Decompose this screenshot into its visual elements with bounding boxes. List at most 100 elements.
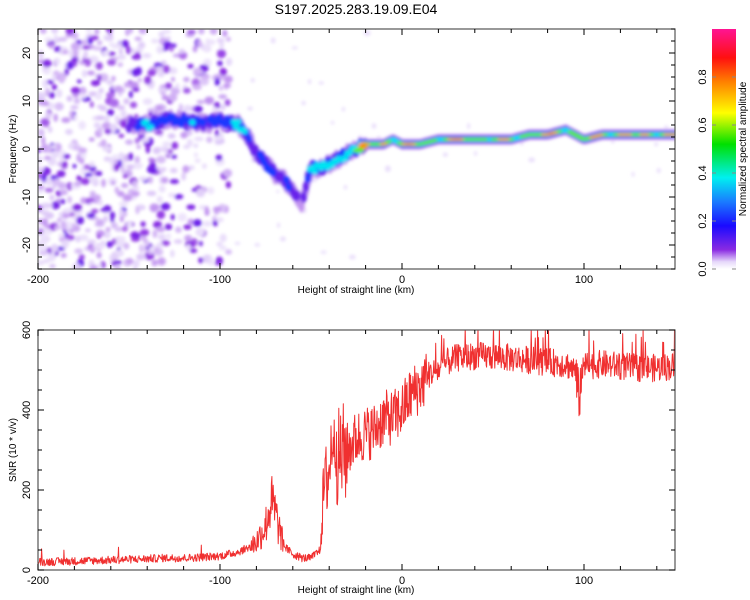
- spectrogram-cell: [293, 190, 301, 202]
- spectrogram-cell: [222, 29, 228, 37]
- snr-series-line: [38, 330, 675, 567]
- spectrogram-cell: [140, 137, 150, 143]
- spectrogram-cell: [165, 82, 172, 90]
- spectrogram-cell: [139, 229, 150, 237]
- spectrogram-ridge: [125, 108, 675, 213]
- spectrogram-cell: [304, 174, 312, 183]
- spectrogram-cell: [247, 106, 253, 111]
- x-tick-label: 100: [575, 274, 593, 286]
- spectrogram-cell: [254, 243, 261, 247]
- spectrogram-cell: [45, 87, 51, 96]
- spectrogram-cell: [181, 172, 187, 181]
- spectrogram-cell: [72, 49, 78, 59]
- spectrogram-cell: [66, 61, 74, 70]
- spectrogram-cell: [49, 264, 56, 269]
- spectrogram-cell: [78, 120, 87, 130]
- spectrogram-cell: [183, 76, 190, 83]
- spectrogram-cell: [136, 253, 147, 261]
- spectrogram-cell: [195, 227, 205, 237]
- spectrogram-cell: [129, 101, 138, 109]
- spectrogram-cell: [276, 190, 280, 194]
- spectrogram-cell: [192, 219, 202, 227]
- spectrogram-cell: [193, 136, 204, 142]
- spectrogram-cell: [60, 220, 67, 230]
- spectrogram-cell: [98, 87, 104, 94]
- spectrogram-cell: [110, 215, 115, 223]
- spectrogram-cell: [167, 149, 173, 155]
- spectrogram-cell: [74, 248, 83, 254]
- spectrogram-cell: [143, 118, 150, 125]
- spectrogram-cell: [194, 158, 201, 164]
- spectrogram-cell: [85, 29, 93, 32]
- y-tick-label: 20: [21, 47, 33, 59]
- spectrogram-cell: [78, 234, 89, 241]
- spectrogram-cell: [72, 163, 77, 169]
- spectrogram-cell: [158, 87, 168, 93]
- spectrogram-cell: [431, 138, 438, 142]
- spectrogram-cell: [140, 235, 147, 241]
- spectrogram-cell: [106, 92, 116, 99]
- spectrogram-cell: [198, 240, 203, 247]
- spectrogram-cell: [193, 152, 199, 158]
- spectrogram-cell: [118, 152, 125, 161]
- spectrogram-cell: [89, 165, 97, 173]
- spectrogram-cell: [226, 36, 231, 42]
- spectrogram-cell: [291, 46, 298, 50]
- spectrogram-cell: [121, 39, 129, 48]
- spectrogram-cell: [160, 60, 167, 65]
- spectrogram-cell: [58, 190, 68, 196]
- spectrogram-cell: [149, 162, 157, 169]
- spectrogram-cell: [215, 217, 224, 223]
- spectrogram-cell: [88, 137, 95, 142]
- spectrogram-cell: [41, 218, 49, 227]
- spectrogram-cell: [168, 192, 176, 198]
- colorbar: 0.0 0.2 0.4 0.6 0.8 Normalized spectral …: [697, 29, 749, 277]
- spectrogram-cell: [167, 133, 176, 139]
- spectrogram-cell: [152, 229, 158, 239]
- spectrogram-cell: [218, 85, 224, 91]
- spectrogram-cell: [41, 174, 47, 182]
- spectrogram-cell: [173, 193, 184, 200]
- spectrogram-cell: [118, 133, 125, 138]
- spectrogram-cell: [50, 144, 57, 149]
- spectrogram-cell: [168, 93, 178, 102]
- spectrogram-cell: [137, 78, 142, 83]
- spectrogram-cell: [102, 50, 110, 56]
- spectrogram-cell: [41, 100, 50, 106]
- spectrogram-cell: [220, 104, 226, 111]
- spectrogram-cell: [307, 79, 312, 85]
- x-tick-label: 0: [399, 274, 405, 286]
- spectrogram-cell: [212, 220, 218, 227]
- spectrogram-cell: [122, 194, 133, 202]
- spectrogram-cell: [184, 234, 193, 242]
- spectrogram-cell: [132, 162, 143, 170]
- spectrogram-cell: [114, 226, 123, 232]
- spectrogram-cell: [211, 215, 218, 222]
- spectrogram-cell: [39, 29, 47, 35]
- spectrogram-cell: [73, 114, 78, 122]
- spectrogram-cell: [73, 181, 82, 186]
- spectrogram-cell: [173, 239, 183, 244]
- spectrogram-cell: [56, 170, 66, 178]
- spectrogram-cell: [151, 259, 158, 267]
- spectrogram-cell: [86, 212, 96, 219]
- spectrogram-cell: [671, 133, 675, 136]
- spectrogram-cell: [84, 172, 93, 178]
- spectrogram-cell: [330, 121, 335, 125]
- spectrogram-cell: [170, 67, 178, 75]
- spectrogram-cell: [72, 203, 83, 212]
- spectrogram-cell: [89, 264, 99, 269]
- spectrogram-cell: [199, 77, 210, 86]
- spectrogram-cell: [54, 102, 64, 111]
- spectrogram-cell: [183, 87, 191, 94]
- spectrogram-cell: [95, 61, 103, 70]
- spectrogram-cell: [152, 147, 161, 155]
- spectrogram-cell: [113, 163, 120, 172]
- spectrogram-cell: [442, 152, 448, 157]
- spectrogram-cell: [46, 145, 52, 154]
- spectrogram-cell: [162, 64, 170, 74]
- spectrogram-cell: [201, 163, 207, 169]
- spectrogram-cell: [363, 143, 371, 146]
- spectrogram-cell: [183, 104, 193, 112]
- spectrogram-cell: [48, 43, 55, 49]
